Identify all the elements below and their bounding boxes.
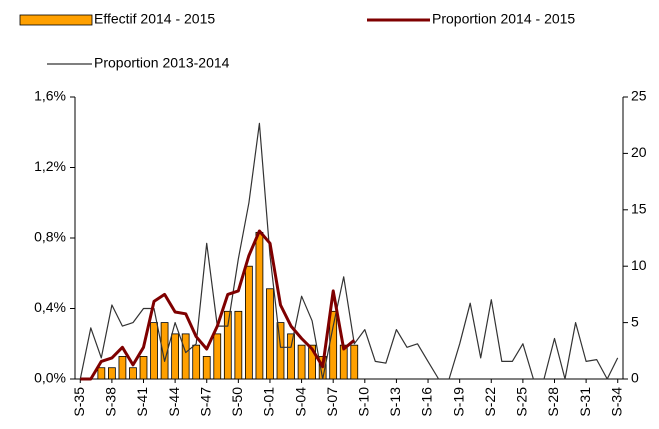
- bar: [350, 344, 359, 380]
- legend-label: Proportion 2014 - 2015: [432, 11, 575, 27]
- x-tick-label: S-35: [71, 387, 87, 417]
- y2-tick-label: 0: [631, 370, 639, 386]
- legend-label: Proportion 2013-2014: [94, 55, 230, 71]
- bar: [308, 344, 316, 380]
- x-tick-label: S-38: [103, 387, 119, 417]
- y2-tick-label: 20: [631, 144, 647, 160]
- bar: [223, 310, 232, 380]
- x-tick-label: S-22: [482, 387, 498, 417]
- x-tick-label: S-28: [545, 387, 561, 417]
- legend-label: Effectif 2014 - 2015: [94, 11, 215, 27]
- line: [80, 229, 356, 381]
- bar: [129, 367, 137, 380]
- y-tick-label: 1,6%: [34, 88, 66, 104]
- bar: [108, 367, 116, 380]
- x-tick-label: S-25: [514, 387, 530, 417]
- bar: [245, 265, 253, 380]
- x-tick-label: S-01: [261, 387, 277, 417]
- x-tick-label: S-47: [197, 387, 213, 417]
- bar: [266, 288, 274, 380]
- y2-tick-label: 25: [631, 88, 647, 104]
- x-tick-label: S-16: [419, 387, 435, 417]
- x-tick-label: S-41: [134, 387, 150, 417]
- bar: [276, 322, 285, 380]
- y-tick-label: 0,8%: [34, 229, 66, 245]
- bar: [181, 333, 190, 380]
- y2-tick-label: 5: [631, 313, 639, 329]
- x-tick-label: S-07: [324, 387, 340, 417]
- bar: [287, 333, 295, 380]
- y2-tick-label: 10: [631, 257, 647, 273]
- x-tick-label: S-31: [577, 387, 593, 417]
- line: [79, 122, 619, 380]
- bar: [202, 356, 211, 380]
- bar: [297, 344, 306, 380]
- y-tick-label: 1,2%: [34, 158, 66, 174]
- y-tick-label: 0,4%: [34, 299, 66, 315]
- bar: [118, 356, 127, 380]
- bar: [97, 367, 106, 380]
- x-tick-label: S-34: [608, 387, 624, 417]
- x-tick-label: S-13: [387, 387, 403, 417]
- x-tick-label: S-10: [356, 387, 372, 417]
- x-tick-label: S-19: [450, 387, 466, 417]
- bar: [171, 333, 179, 380]
- bar: [192, 344, 201, 380]
- x-tick-label: S-50: [229, 387, 245, 417]
- bar: [329, 310, 338, 380]
- bar: [255, 231, 264, 380]
- x-tick-label: S-44: [166, 387, 182, 417]
- bar: [234, 310, 243, 380]
- bar: [213, 333, 222, 380]
- x-tick-label: S-04: [292, 387, 308, 417]
- bar: [139, 356, 148, 380]
- y2-tick-label: 15: [631, 201, 647, 217]
- legend-swatch: [19, 14, 93, 26]
- bar: [150, 322, 158, 380]
- y-tick-label: 0,0%: [34, 370, 66, 386]
